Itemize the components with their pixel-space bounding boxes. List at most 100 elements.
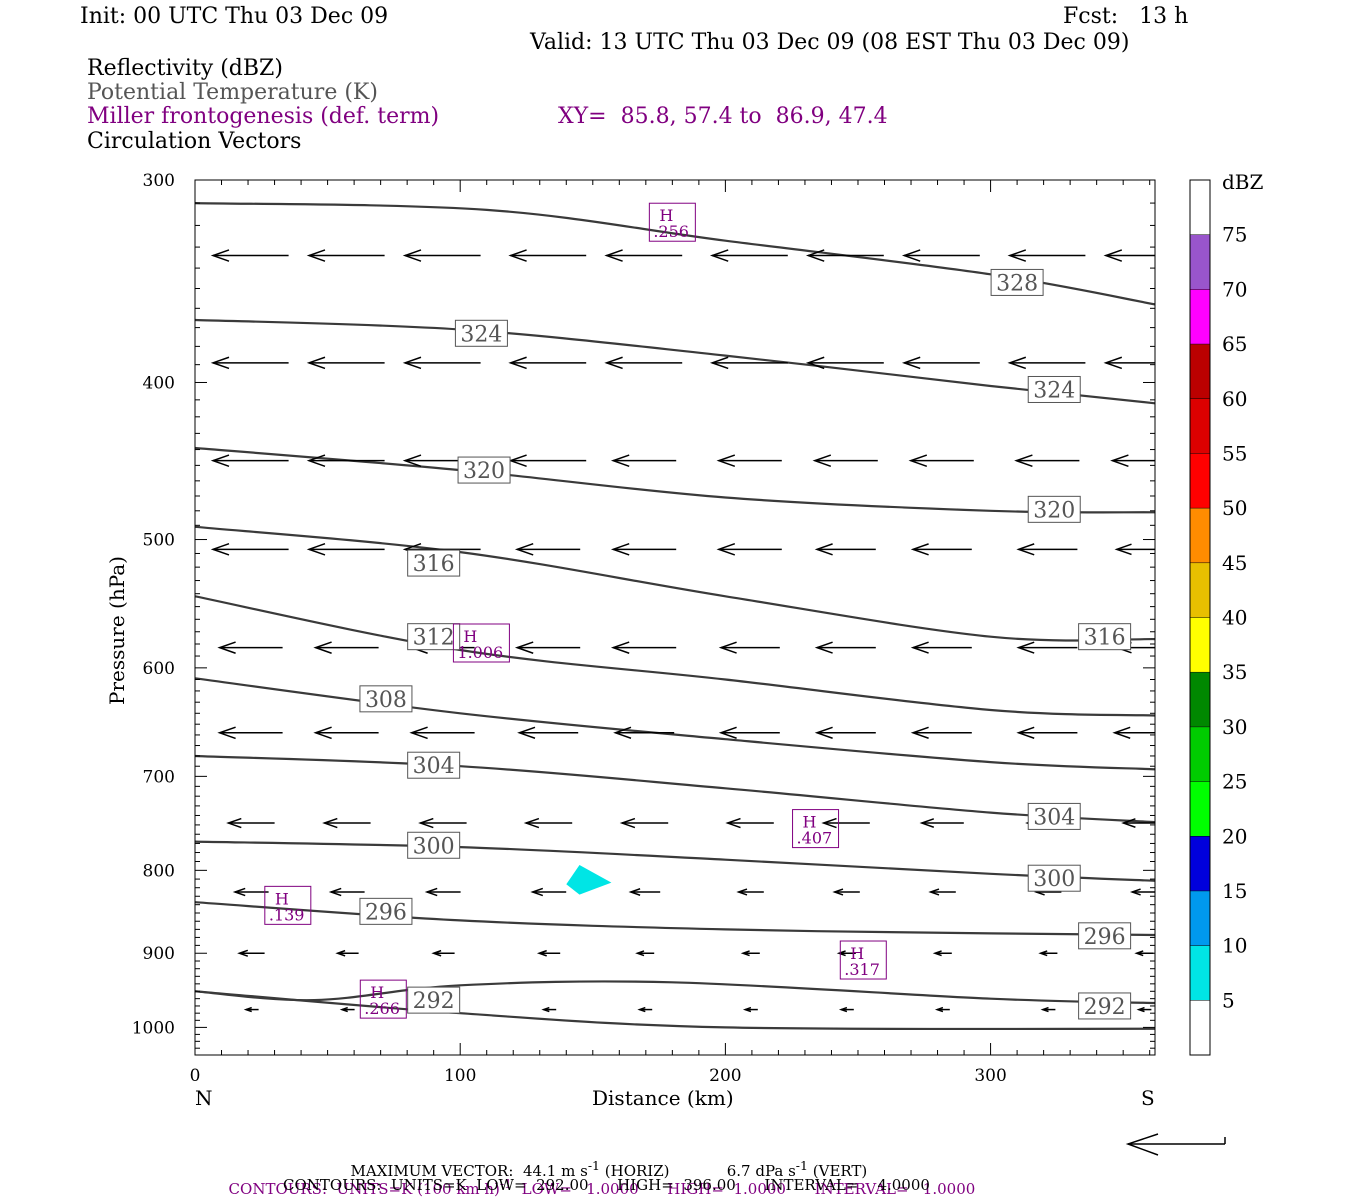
vector-head	[1134, 950, 1144, 957]
circulation-vector-9-3	[541, 1006, 557, 1013]
circulation-vector-3-0	[210, 543, 289, 556]
colorbar-bin-45	[1190, 508, 1210, 563]
vector-head	[508, 454, 527, 467]
circulation-vector-6-3	[523, 817, 573, 829]
colorbar-bin-20	[1190, 781, 1210, 837]
vector-head	[604, 249, 623, 262]
fronto-max-3: H.139	[264, 885, 312, 925]
vector-head	[402, 454, 422, 467]
colorbar-label-60: 60	[1222, 387, 1247, 411]
vector-head	[418, 817, 434, 829]
circulation-vector-6-9	[1121, 818, 1155, 828]
circulation-vector-1-6	[805, 356, 884, 370]
circulation-vector-2-0	[210, 454, 289, 467]
circulation-vector-4-4	[610, 641, 677, 654]
y-axis-label: Pressure (hPa)	[105, 556, 129, 705]
circulation-vector-7-7	[928, 888, 956, 896]
circulation-vector-2-8	[1014, 454, 1080, 467]
vector-head	[901, 356, 921, 370]
vector-head	[716, 543, 736, 556]
vector-head	[517, 726, 536, 739]
y-tick-label-500: 500	[143, 531, 175, 551]
fronto-max-value: .256	[653, 222, 689, 241]
theta-label-text: 320	[463, 459, 505, 484]
circulation-vector-5-3	[517, 726, 579, 739]
circulation-vector-8-0	[237, 949, 265, 957]
circulation-vector-0-7	[901, 249, 980, 262]
fronto-max-box	[839, 940, 887, 980]
vector-head	[514, 543, 534, 556]
vector-head	[1121, 818, 1136, 828]
vector-head	[805, 356, 825, 370]
theta-label-text: 324	[460, 322, 502, 347]
circulation-vector-2-6	[812, 454, 878, 467]
vector-head	[742, 1006, 752, 1013]
fronto-contour-info: CONTOURS: UNITS=K (100 km h)-1 LOW= 1.00…	[228, 1176, 976, 1198]
vector-head	[243, 1006, 252, 1013]
circulation-vector-8-4	[635, 950, 655, 957]
circulation-vector-1-8	[1007, 356, 1086, 370]
vector-head	[814, 726, 833, 739]
vector-head	[306, 543, 326, 556]
colorbar-bin-15	[1190, 836, 1210, 891]
fronto-max-box	[452, 623, 510, 663]
vector-head	[508, 249, 527, 262]
cross-section-endpoints: XY= 85.8, 57.4 to 86.9, 47.4	[558, 104, 888, 129]
vector-head	[313, 726, 332, 740]
circulation-vector-8-7	[932, 950, 952, 957]
vector-head	[814, 543, 833, 556]
vector-head	[604, 356, 623, 370]
circulation-vector-0-5	[709, 249, 788, 262]
circulation-vector-4-1	[313, 641, 379, 654]
y-tick-label-800: 800	[143, 861, 175, 881]
theta-contour-316	[195, 525, 1155, 642]
theta-label-text: 304	[1033, 805, 1075, 830]
vector-head	[1112, 726, 1131, 739]
circulation-vector-8-3	[536, 949, 561, 957]
vector-head	[306, 454, 326, 467]
circulation-vector-6-6	[821, 817, 870, 829]
valid-time: Valid: 13 UTC Thu 03 Dec 09 (08 EST Thu …	[530, 30, 1130, 55]
fronto-max-value: .407	[797, 829, 833, 848]
theta-contour-300	[195, 840, 1155, 882]
circulation-vector-1-1	[306, 356, 385, 370]
theta-label-box	[1078, 992, 1132, 1020]
circulation-vector-0-0	[210, 249, 289, 262]
theta-label-text: 296	[365, 900, 407, 925]
colorbar-bin-10	[1190, 890, 1210, 946]
colorbar-label-10: 10	[1222, 934, 1247, 958]
theta-label-292-0: 292	[407, 986, 461, 1014]
fronto-max-label: H	[803, 813, 817, 832]
vector-head	[610, 543, 630, 556]
circulation-vector-6-5	[725, 817, 774, 829]
circulation-vector-0-3	[508, 249, 587, 262]
vector-head	[812, 454, 832, 467]
theta-label-text: 312	[413, 626, 455, 651]
colorbar-label-55: 55	[1222, 441, 1247, 465]
vector-head	[328, 887, 342, 897]
vector-head	[431, 949, 442, 957]
vector-head	[709, 249, 729, 262]
vector-head	[523, 817, 540, 829]
theta-label-316-0: 316	[407, 549, 461, 577]
theta-label-text: 316	[413, 552, 455, 577]
fronto-max-0: H.256	[648, 202, 696, 242]
vector-head	[1014, 454, 1033, 467]
theta-contour-info: CONTOURS: UNITS=K LOW= 292.00 HIGH= 396.…	[283, 1176, 930, 1194]
vector-head	[306, 249, 326, 262]
circulation-vector-0-6	[805, 249, 884, 262]
theta-label-box	[359, 897, 413, 925]
vector-head	[908, 454, 928, 467]
vector-head	[541, 1006, 550, 1013]
circulation-vector-0-1	[306, 249, 385, 262]
theta-label-text: 296	[1084, 925, 1126, 950]
circulation-vector-1-7	[901, 356, 980, 370]
y-tick-label-900: 900	[143, 944, 175, 964]
vector-head	[409, 726, 428, 740]
theta-contour-320	[195, 446, 1155, 514]
circulation-vector-7-0	[232, 887, 269, 897]
vector-head	[934, 1006, 944, 1013]
theta-label-text: 308	[365, 688, 407, 713]
circulation-vector-3-7	[910, 543, 972, 556]
vector-head	[210, 356, 230, 370]
